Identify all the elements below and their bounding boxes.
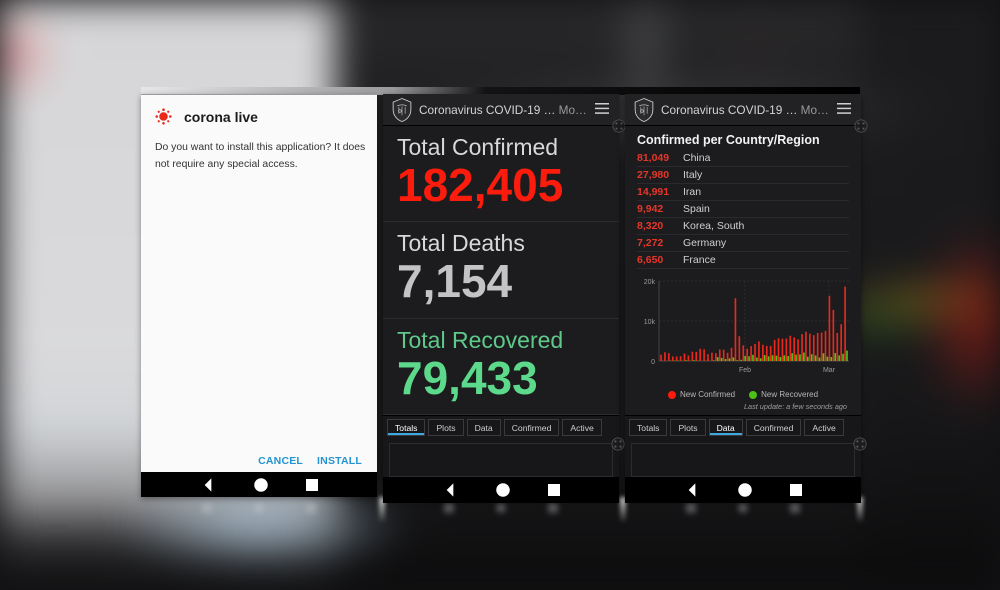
svg-text:Mar: Mar [823, 367, 836, 374]
svg-text:0: 0 [651, 359, 655, 366]
svg-text:20k: 20k [644, 279, 656, 286]
svg-text:10k: 10k [644, 319, 656, 326]
svg-text:Feb: Feb [739, 367, 751, 374]
